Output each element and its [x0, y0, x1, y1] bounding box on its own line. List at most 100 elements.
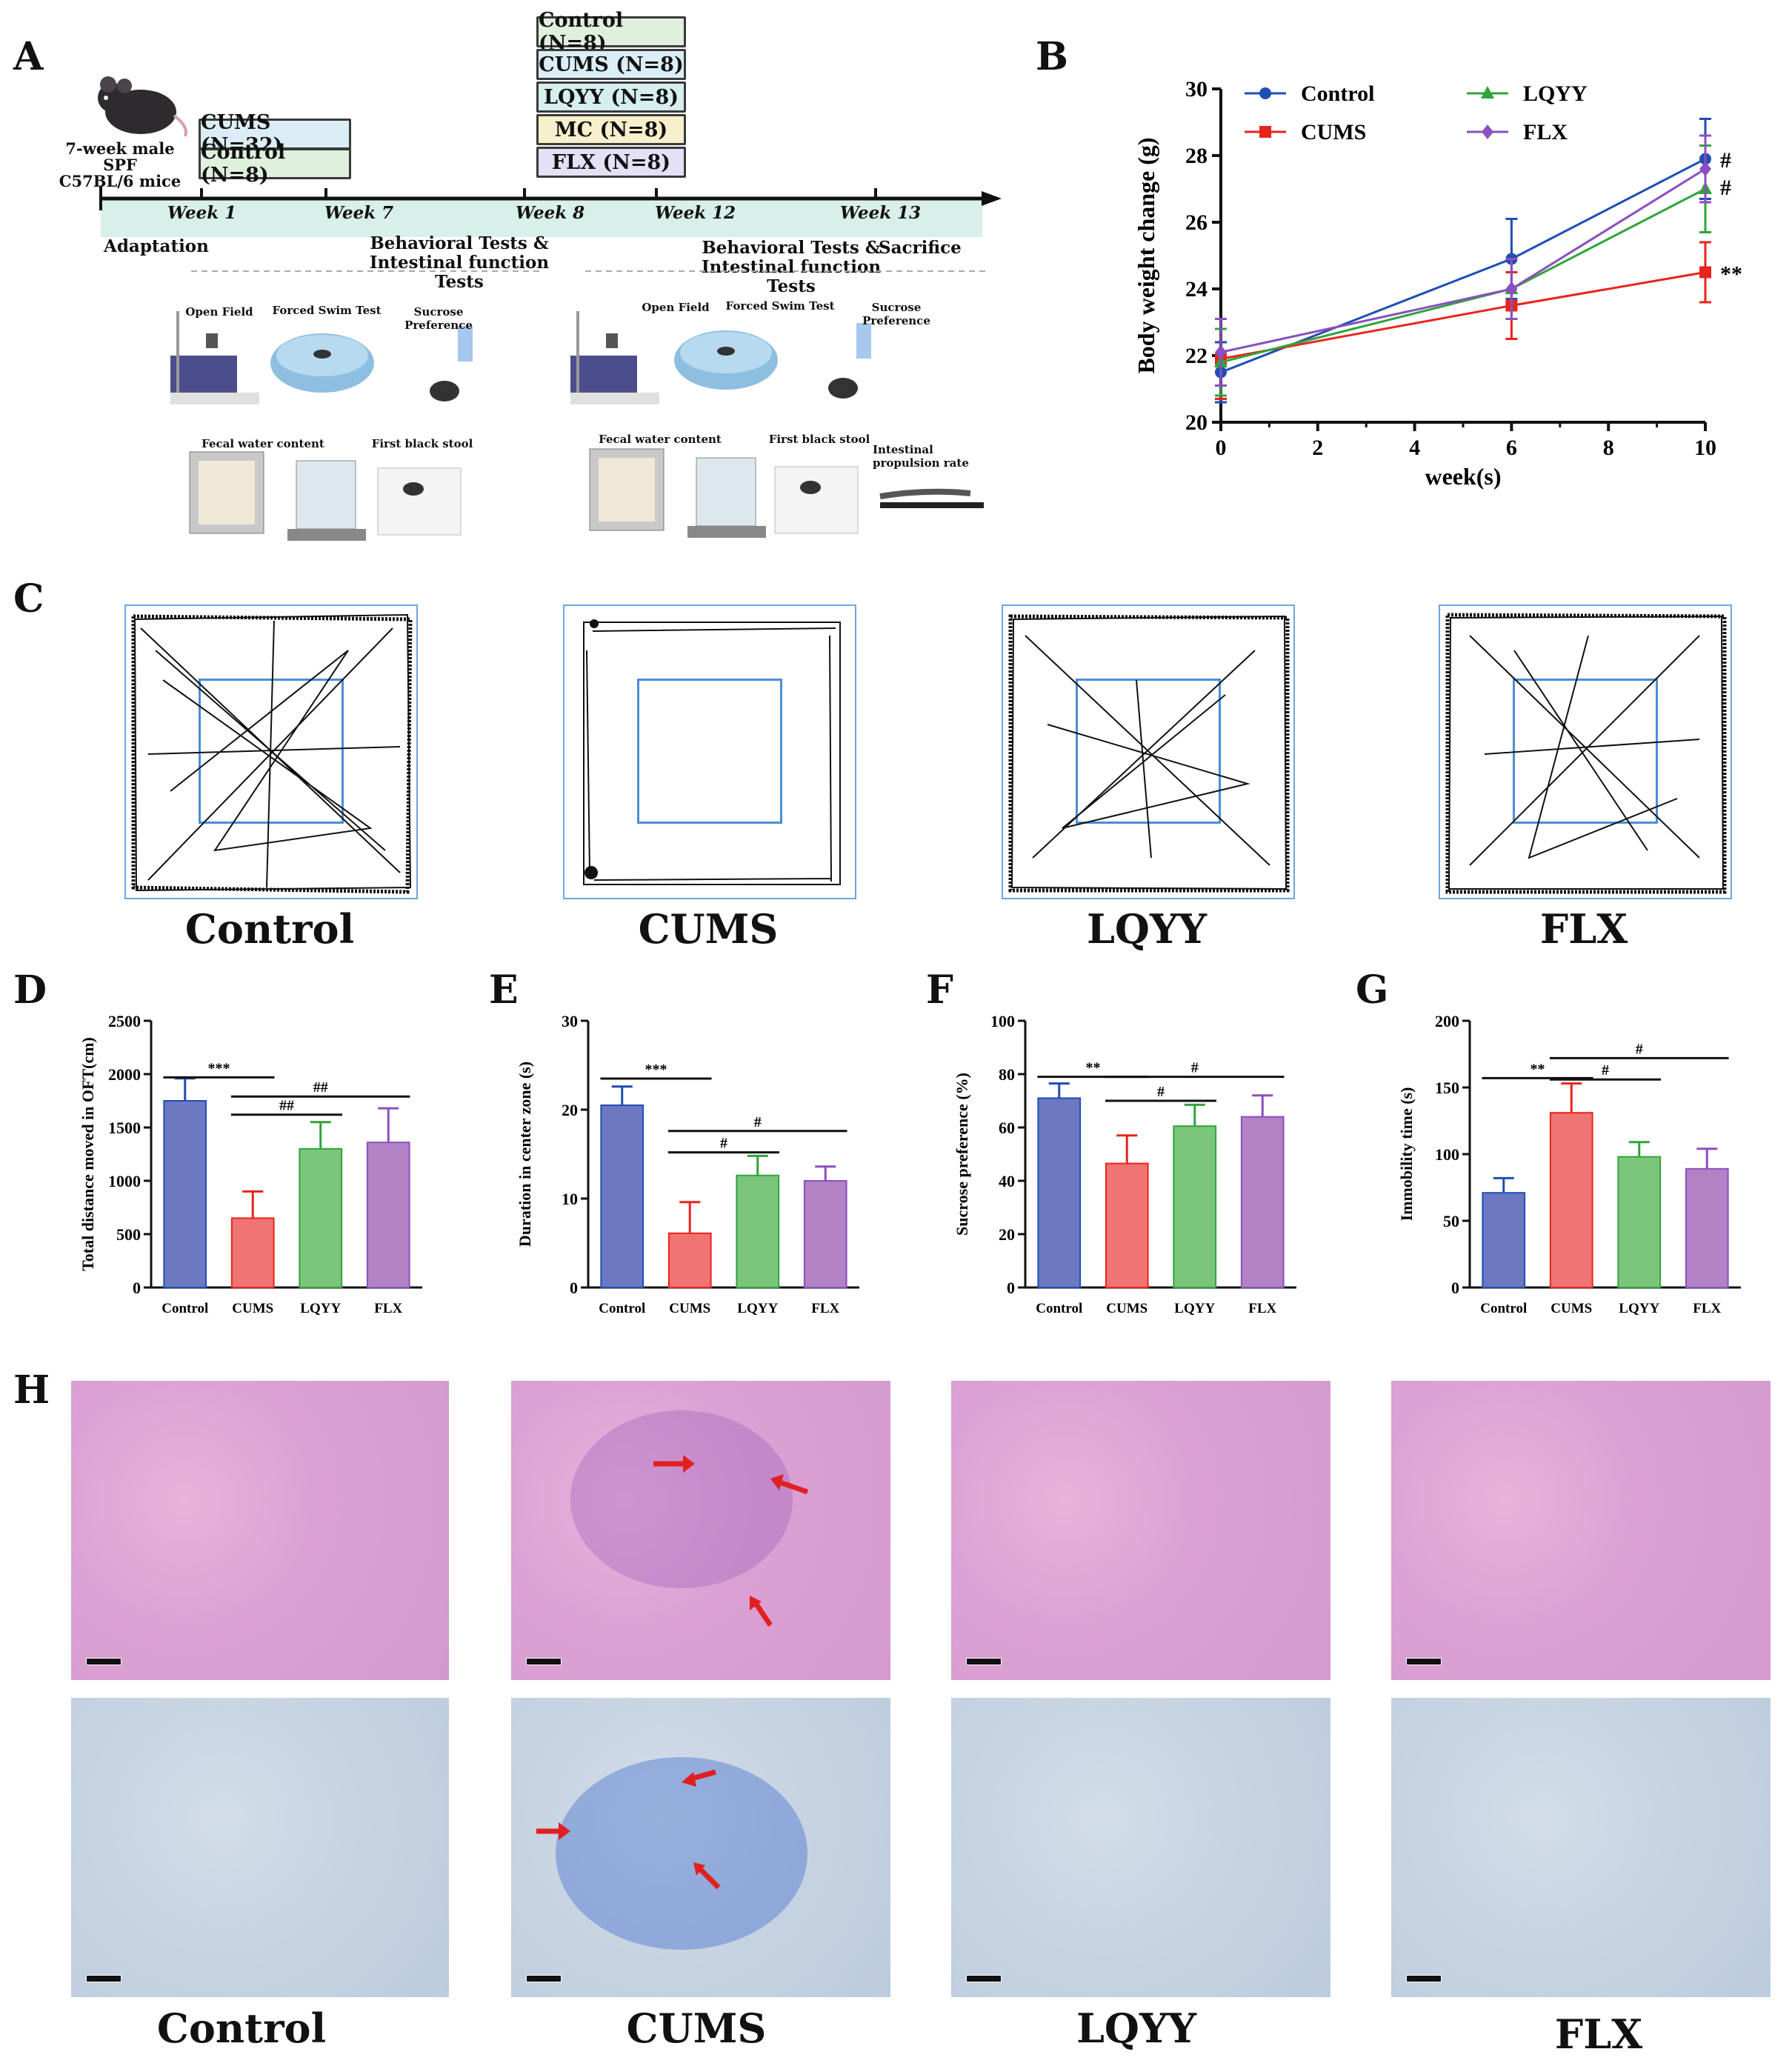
timeline-week-13: Week 13 — [840, 203, 922, 223]
y-tick-label: 10 — [562, 1190, 578, 1208]
series-flx — [1215, 134, 1711, 387]
nissl-image-flx — [1391, 1698, 1771, 1997]
bar-cums — [1105, 1162, 1149, 1288]
y-tick-label: 100 — [1435, 1145, 1459, 1164]
bar-flx — [803, 1180, 847, 1288]
group-box-control: Control (N=8) — [536, 9, 686, 55]
x-tick-label: LQYY — [737, 1301, 778, 1316]
panel-label-b: B — [1036, 34, 1068, 79]
track-path-cums — [583, 619, 841, 885]
significance-label: ## — [313, 1079, 328, 1096]
test-intestinal-2: Intestinal propulsion rate — [873, 443, 969, 470]
x-tick-label: LQYY — [1174, 1301, 1215, 1316]
timeline-week-8: Week 8 — [516, 203, 585, 223]
mouse-label: 7-week male SPF C57BL/6 mice — [59, 139, 181, 190]
he-image-flx — [1391, 1381, 1771, 1680]
x-tick-label: 0 — [1216, 436, 1227, 460]
significance-label: *** — [645, 1062, 667, 1078]
nissl-image-cums — [511, 1698, 890, 1997]
data-point — [1699, 161, 1711, 176]
scale-bar — [1406, 1975, 1442, 1982]
x-tick-label: LQYY — [1619, 1301, 1659, 1316]
legend-label: CUMS — [1301, 120, 1366, 144]
significance-label: # — [754, 1114, 762, 1130]
y-tick-label: 50 — [1443, 1212, 1459, 1230]
track-label-flx: FLX — [1539, 905, 1628, 953]
y-tick-label: 20 — [562, 1101, 578, 1119]
data-point — [1215, 344, 1227, 360]
x-tick-label: Control — [161, 1301, 208, 1316]
test-illustrations — [170, 270, 985, 541]
bar-cums — [1549, 1112, 1593, 1288]
histo-label-cums: CUMS — [626, 2005, 767, 2052]
test-forced-swim-2: Forced Swim Test — [725, 299, 835, 313]
test-open-field-1: Open Field — [185, 305, 253, 319]
test-sucrose-2: Sucrose Preference — [862, 301, 930, 327]
track-label-lqyy: LQYY — [1086, 905, 1208, 953]
significance-label: ## — [279, 1098, 294, 1114]
timeline — [99, 187, 1002, 237]
panel-label-h: H — [13, 1367, 50, 1413]
y-tick-label: 0 — [1451, 1279, 1459, 1297]
series-line — [1220, 158, 1706, 373]
y-tick-label: 0 — [133, 1279, 141, 1297]
track-arena-cums — [563, 604, 856, 899]
bar-flx — [1685, 1167, 1729, 1288]
x-tick-label: 6 — [1506, 436, 1517, 460]
bar-lqyy — [1173, 1125, 1217, 1288]
test-black-stool-1: First black stool — [371, 437, 473, 450]
significance-label: *** — [208, 1060, 230, 1076]
legend-marker — [1259, 87, 1271, 99]
significance-label: ** — [1086, 1060, 1101, 1076]
x-axis-label: week(s) — [1425, 463, 1501, 490]
bar-control — [600, 1105, 644, 1288]
track-arena-lqyy — [1002, 604, 1295, 899]
data-point — [1699, 266, 1711, 279]
track-label-cums: CUMS — [638, 905, 779, 953]
bar-control — [1037, 1097, 1082, 1289]
series-cums — [1215, 241, 1711, 400]
x-tick-label: FLX — [811, 1301, 839, 1316]
timeline-week-7: Week 7 — [324, 203, 394, 223]
significance-mark: # — [1720, 148, 1731, 173]
nissl-image-lqyy — [951, 1698, 1330, 1997]
group-box-control-8a: Control (N=8) — [199, 141, 351, 187]
sucrose-pref-bar-chart: 0 20 40 60 80 100 Sucrose preference (%) Contro… — [953, 1012, 1296, 1316]
y-tick-label: 200 — [1435, 1012, 1459, 1030]
x-tick-label: CUMS — [669, 1301, 710, 1316]
significance-label: # — [720, 1136, 727, 1152]
bar-lqyy — [299, 1147, 343, 1288]
histo-label-control: Control — [156, 2005, 327, 2052]
y-tick-label: 40 — [999, 1172, 1015, 1190]
y-tick-label: 60 — [999, 1119, 1015, 1137]
series-lqyy — [1214, 144, 1712, 397]
oft-distance-bar-chart: 0 500 1000 1500 2000 2500 Total distance moved… — [79, 1012, 422, 1316]
x-tick-label: Control — [599, 1301, 645, 1316]
y-tick-label: 24 — [1185, 277, 1208, 301]
phase-sacrifice: Sacrifice — [879, 238, 962, 258]
panel-label-g: G — [1356, 967, 1389, 1013]
panel-label-c: C — [13, 576, 44, 622]
y-axis-label: Total distance moved in OFT(cm) — [79, 1037, 97, 1271]
y-tick-label: 20 — [1185, 410, 1208, 435]
significance-label: ** — [1530, 1061, 1545, 1077]
mouse-icon — [98, 76, 187, 137]
scale-bar — [526, 1658, 562, 1665]
x-tick-label: 4 — [1409, 436, 1420, 460]
significance-mark: ** — [1720, 262, 1742, 287]
x-tick-label: Control — [1480, 1301, 1527, 1316]
y-tick-label: 0 — [1007, 1279, 1015, 1297]
legend-label: Control — [1301, 81, 1374, 106]
track-label-control: Control — [184, 905, 355, 953]
bar-control — [163, 1100, 207, 1288]
x-tick-label: FLX — [1248, 1301, 1276, 1316]
phase-behavior-2: Behavioral Tests & Intestinal function T… — [701, 238, 882, 296]
track-path-lqyy — [1008, 614, 1290, 893]
x-tick-label: CUMS — [1106, 1301, 1148, 1316]
bar-control — [1482, 1192, 1526, 1288]
x-tick-label: 2 — [1312, 436, 1323, 460]
bar-cums — [667, 1232, 712, 1288]
group-box-cums: CUMS (N=8) — [536, 49, 686, 80]
histo-label-flx: FLX — [1554, 2010, 1643, 2058]
